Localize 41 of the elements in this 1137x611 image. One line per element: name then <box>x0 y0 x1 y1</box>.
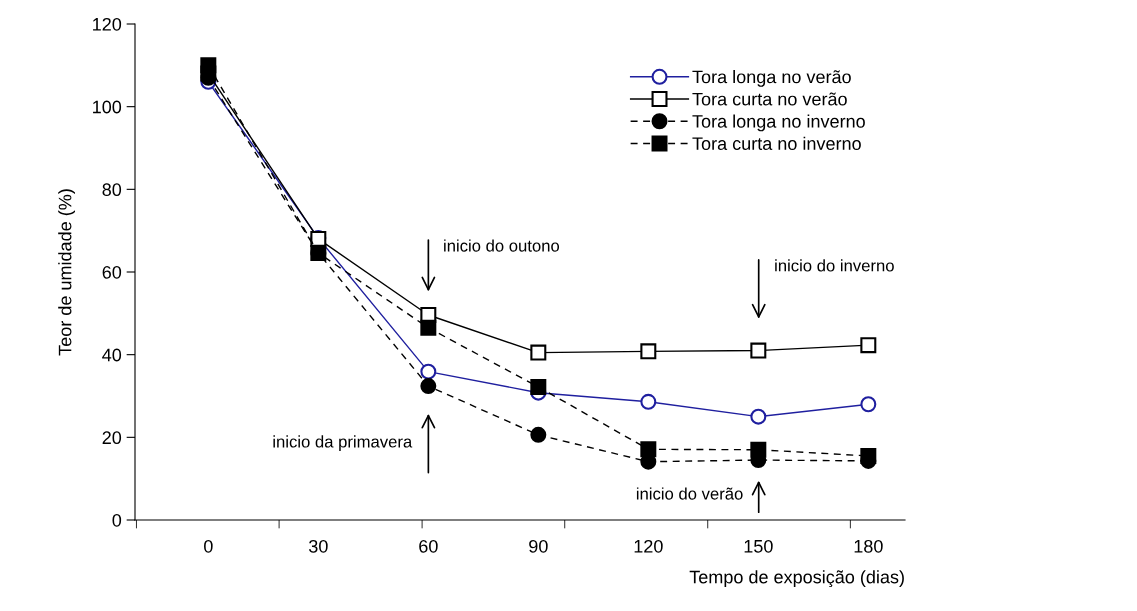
legend-label: Tora curta no verão <box>692 92 847 106</box>
point <box>750 441 767 458</box>
y-axis-title: Teor de umidade (%) <box>58 189 76 356</box>
point <box>530 426 547 443</box>
point <box>530 344 547 361</box>
y-tick-label: 0 <box>112 513 122 527</box>
point <box>200 57 217 74</box>
annotation: inicio do verão <box>636 487 743 500</box>
point <box>420 319 437 336</box>
y-tick-label: 120 <box>93 17 122 31</box>
y-tick-label: 40 <box>102 348 122 362</box>
point <box>420 378 437 395</box>
x-axis-title: Tempo de exposição (dias) <box>689 570 904 588</box>
y-tick-label: 80 <box>102 183 122 197</box>
point <box>750 342 767 359</box>
x-tick-label: 150 <box>744 539 773 553</box>
x-tick-label: 60 <box>419 539 438 553</box>
point <box>860 447 877 464</box>
x-tick-label: 90 <box>529 539 548 553</box>
point <box>530 378 547 395</box>
y-tick-label: 60 <box>102 265 122 279</box>
y-tick-label: 20 <box>102 431 122 445</box>
point <box>640 441 657 458</box>
point <box>640 393 657 410</box>
x-tick-label: 30 <box>308 539 328 553</box>
x-tick-label: 0 <box>204 539 213 553</box>
point <box>640 343 657 360</box>
x-tick-label: 120 <box>634 539 663 553</box>
point <box>750 408 767 425</box>
y-tick-label: 100 <box>93 100 122 114</box>
legend-label: Tora longa no inverno <box>692 114 865 132</box>
point <box>860 337 877 354</box>
annotation: inicio do outono <box>444 239 560 252</box>
point <box>310 245 327 261</box>
annotation: inicio do inverno <box>775 259 894 272</box>
legend-label: Tora curta no inverno <box>692 136 861 151</box>
annotation: inicio da primavera <box>273 435 413 451</box>
point <box>860 396 877 413</box>
legend-label: Tora longa no verão <box>692 70 851 87</box>
x-tick-label: 180 <box>854 539 883 553</box>
point <box>420 363 437 380</box>
